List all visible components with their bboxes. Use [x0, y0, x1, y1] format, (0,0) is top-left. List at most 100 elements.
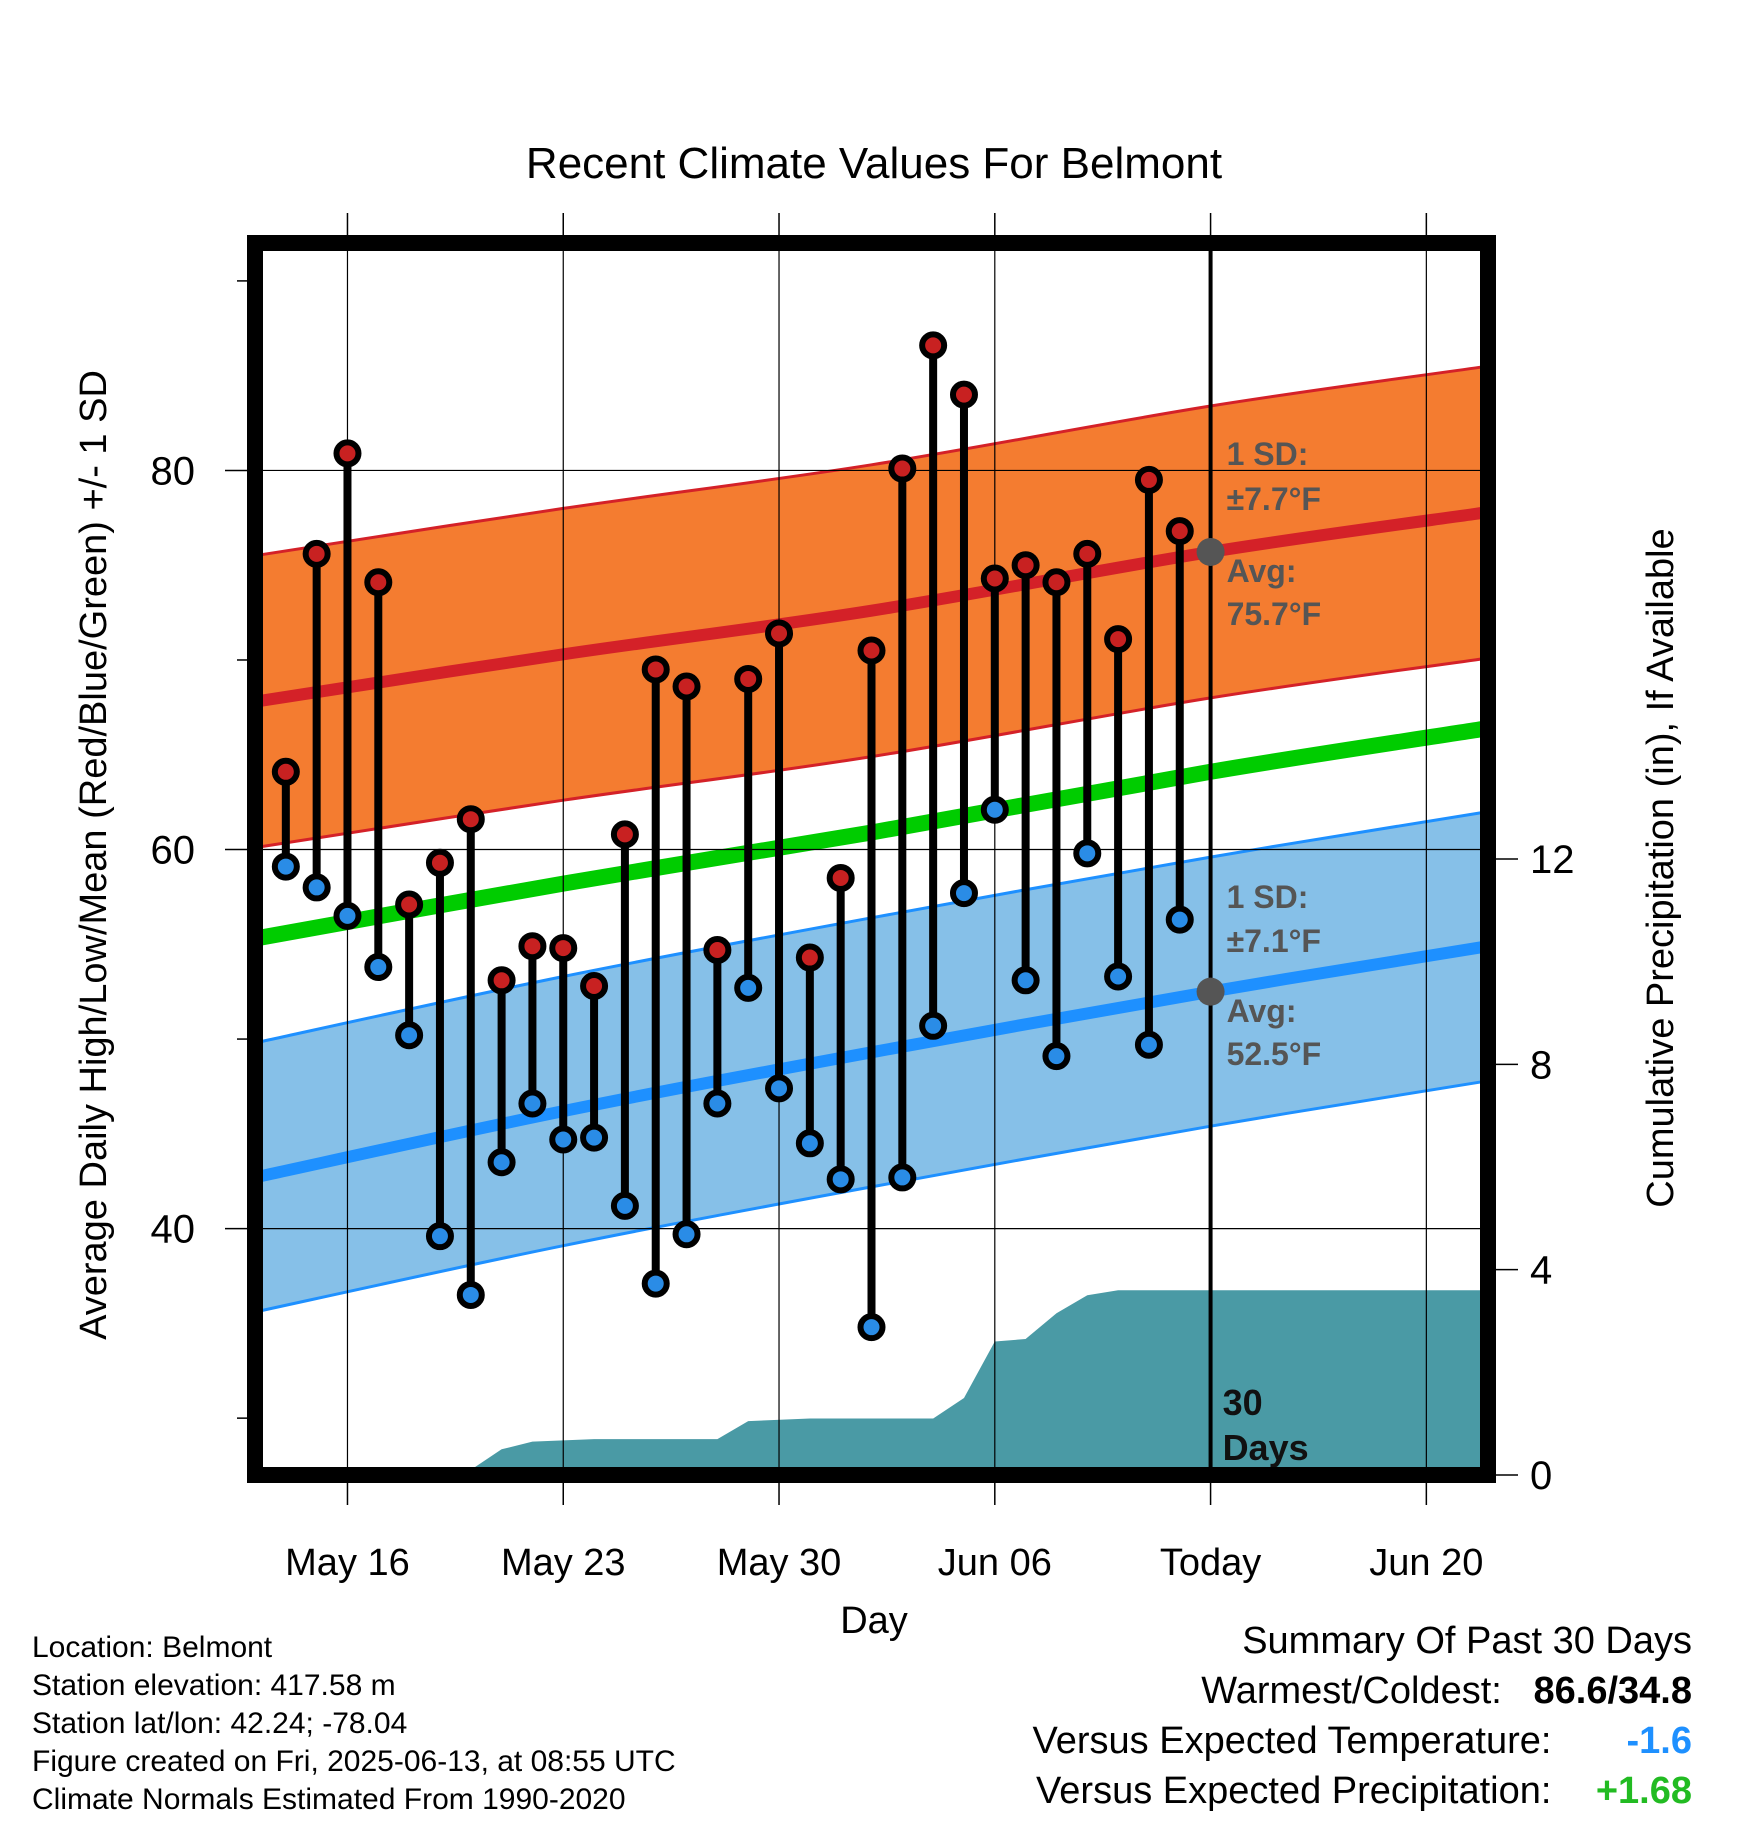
daily-low-point: [456, 1280, 485, 1309]
daily-high-point: [302, 539, 331, 568]
high-sd-value: ±7.7°F: [1227, 481, 1321, 517]
x-tick-label: Jun 06: [938, 1542, 1052, 1584]
daily-high-point: [734, 664, 763, 693]
daily-low-point: [1011, 966, 1040, 995]
daily-low-point: [734, 973, 763, 1002]
daily-low-point: [425, 1222, 454, 1251]
temp-anomaly-label: Versus Expected Temperature:: [1032, 1720, 1552, 1762]
temp-anomaly-value: -1.6: [1626, 1720, 1692, 1762]
warmest-coldest-value: 86.6/34.8: [1533, 1670, 1692, 1712]
x-tick-label: Today: [1160, 1542, 1261, 1584]
daily-low-point: [919, 1011, 948, 1040]
daily-high-point: [1104, 625, 1133, 654]
high-avg-label: Avg:: [1227, 553, 1297, 589]
y-tick-label-right: 4: [1530, 1249, 1552, 1293]
window-days-label: Days: [1223, 1427, 1309, 1468]
chart-title: Recent Climate Values For Belmont: [526, 139, 1222, 188]
x-axis-label: Day: [840, 1600, 908, 1642]
daily-low-point: [888, 1163, 917, 1192]
normal-high-line: [254, 506, 1489, 708]
y-axis-label-left: Average Daily High/Low/Mean (Red/Blue/Gr…: [73, 370, 115, 1340]
high-sd-label: 1 SD:: [1227, 436, 1309, 472]
daily-high-point: [1165, 517, 1194, 546]
daily-high-point: [1011, 551, 1040, 580]
daily-low-point: [703, 1089, 732, 1118]
low-sd-label: 1 SD:: [1227, 879, 1309, 915]
daily-low-point: [826, 1165, 855, 1194]
daily-low-point: [857, 1313, 886, 1342]
daily-high-point: [641, 655, 670, 684]
daily-high-point: [980, 564, 1009, 593]
daily-low-point: [1104, 962, 1133, 991]
daily-high-point: [795, 943, 824, 972]
daily-high-point: [487, 966, 516, 995]
latlon-text: Station lat/lon: 42.24; -78.04: [32, 1707, 408, 1740]
daily-low-point: [1073, 839, 1102, 868]
x-tick-label: May 23: [501, 1542, 626, 1584]
y-tick-label-left: 40: [151, 1208, 196, 1252]
daily-high-point: [765, 619, 794, 648]
daily-low-point: [1165, 905, 1194, 934]
daily-low-point: [765, 1074, 794, 1103]
high-sd-upper-edge: [254, 364, 1489, 558]
daily-low-point: [333, 901, 362, 930]
precip-anomaly-label: Versus Expected Precipitation:: [1036, 1770, 1552, 1812]
daily-high-point: [549, 934, 578, 963]
daily-high-point: [826, 863, 855, 892]
daily-high-point: [949, 380, 978, 409]
daily-low-point: [302, 873, 331, 902]
daily-low-point: [980, 795, 1009, 824]
x-tick-label: May 30: [717, 1542, 842, 1584]
window-days-number: 30: [1223, 1382, 1263, 1423]
daily-high-point: [1134, 465, 1163, 494]
daily-low-point: [1134, 1030, 1163, 1059]
y-tick-label-left: 60: [151, 829, 196, 873]
daily-low-point: [549, 1125, 578, 1154]
warmest-coldest-label: Warmest/Coldest:: [1201, 1670, 1502, 1712]
y-tick-label-left: 80: [151, 449, 196, 493]
created-text: Figure created on Fri, 2025-06-13, at 08…: [32, 1745, 676, 1778]
daily-high-point: [364, 568, 393, 597]
warmest-coldest-row: Warmest/Coldest: 86.6/34.8: [1201, 1670, 1692, 1713]
daily-high-point: [1042, 568, 1071, 597]
daily-high-point: [456, 805, 485, 834]
y-axis-label-right: Cumulative Precipitation (in), If Availa…: [1640, 528, 1682, 1207]
low-avg-label: Avg:: [1227, 993, 1297, 1029]
daily-low-point: [364, 953, 393, 982]
elevation-text: Station elevation: 417.58 m: [32, 1669, 396, 1702]
daily-low-point: [518, 1089, 547, 1118]
high-avg-value: 75.7°F: [1227, 596, 1322, 632]
summary-title: Summary Of Past 30 Days: [1242, 1620, 1692, 1662]
daily-high-point: [857, 636, 886, 665]
daily-low-point: [487, 1148, 516, 1177]
daily-high-point: [1073, 539, 1102, 568]
daily-low-point: [1042, 1042, 1071, 1071]
daily-low-point: [949, 879, 978, 908]
daily-high-point: [425, 848, 454, 877]
y-tick-label-right: 0: [1530, 1454, 1552, 1498]
daily-low-point: [610, 1191, 639, 1220]
daily-low-point: [672, 1220, 701, 1249]
normals-text: Climate Normals Estimated From 1990-2020: [32, 1783, 626, 1816]
daily-high-point: [333, 439, 362, 468]
daily-high-point: [610, 820, 639, 849]
temp-anomaly-row: Versus Expected Temperature: -1.6: [1033, 1720, 1692, 1763]
precip-anomaly-row: Versus Expected Precipitation: +1.68: [1036, 1770, 1692, 1813]
daily-low-point: [271, 852, 300, 881]
daily-low-point: [795, 1129, 824, 1158]
daily-low-point: [395, 1021, 424, 1050]
plot-frame: [247, 235, 1496, 1483]
location-text: Location: Belmont: [32, 1631, 273, 1664]
precip-anomaly-value: +1.68: [1595, 1770, 1692, 1812]
today-low-avg-marker: [1196, 977, 1225, 1006]
x-tick-label: Jun 20: [1369, 1542, 1483, 1584]
daily-low-point: [580, 1123, 609, 1152]
daily-high-point: [888, 454, 917, 483]
daily-high-point: [271, 757, 300, 786]
today-high-avg-marker: [1196, 537, 1225, 566]
y-tick-label-right: 8: [1530, 1043, 1552, 1087]
daily-high-point: [703, 935, 732, 964]
y-tick-label-right: 12: [1530, 838, 1575, 882]
low-sd-value: ±7.1°F: [1227, 923, 1321, 959]
